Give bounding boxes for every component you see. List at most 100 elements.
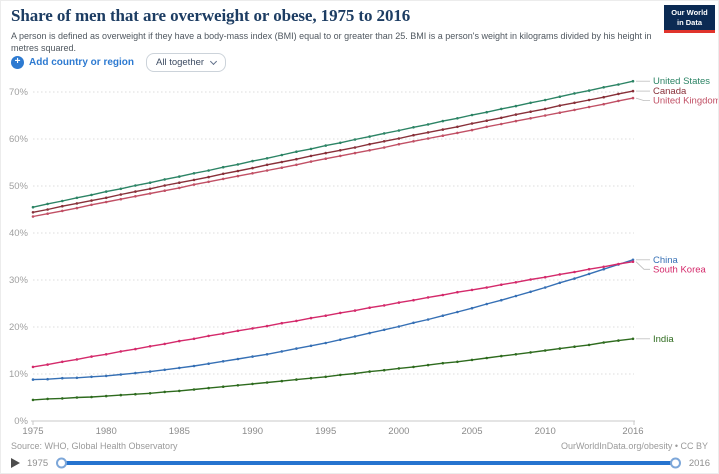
data-point[interactable] bbox=[514, 353, 518, 356]
data-point[interactable] bbox=[178, 339, 181, 343]
data-point[interactable] bbox=[207, 386, 210, 390]
data-point[interactable] bbox=[61, 397, 64, 400]
data-point[interactable] bbox=[558, 104, 562, 107]
data-point[interactable] bbox=[46, 212, 49, 215]
data-point[interactable] bbox=[485, 286, 489, 289]
data-point[interactable] bbox=[61, 209, 64, 213]
data-point[interactable] bbox=[602, 95, 605, 99]
data-point[interactable] bbox=[441, 128, 445, 131]
line-chart[interactable]: 0% 10% 20% 30% 40% 50% 60% 70% 1975 1980 1985 1990 1… bbox=[1, 73, 719, 441]
data-point[interactable] bbox=[178, 366, 181, 370]
data-point[interactable] bbox=[587, 267, 591, 271]
data-point[interactable] bbox=[558, 281, 562, 285]
data-point[interactable] bbox=[90, 375, 93, 379]
timeline-handle-start[interactable] bbox=[56, 457, 68, 469]
data-point[interactable] bbox=[236, 384, 240, 387]
data-point[interactable] bbox=[163, 178, 166, 181]
data-point[interactable] bbox=[104, 196, 108, 200]
data-point[interactable] bbox=[602, 341, 605, 344]
data-point[interactable] bbox=[134, 195, 137, 198]
data-point[interactable] bbox=[280, 166, 284, 169]
data-point[interactable] bbox=[90, 395, 93, 399]
series-label-united-states[interactable]: United States bbox=[653, 76, 710, 87]
data-point[interactable] bbox=[602, 265, 605, 269]
data-point[interactable] bbox=[382, 146, 386, 149]
data-point[interactable] bbox=[207, 362, 210, 366]
data-point[interactable] bbox=[470, 128, 474, 132]
data-point[interactable] bbox=[221, 385, 225, 389]
data-point[interactable] bbox=[119, 193, 123, 196]
data-point[interactable] bbox=[514, 113, 518, 116]
data-point[interactable] bbox=[309, 376, 313, 380]
data-point[interactable] bbox=[104, 190, 108, 193]
data-point[interactable] bbox=[134, 190, 137, 193]
data-point[interactable] bbox=[426, 296, 430, 299]
series-line-united-kingdom[interactable] bbox=[32, 97, 634, 218]
data-point[interactable] bbox=[543, 286, 547, 289]
data-point[interactable] bbox=[61, 199, 64, 203]
data-point[interactable] bbox=[236, 357, 240, 361]
data-point[interactable] bbox=[426, 137, 430, 140]
data-point[interactable] bbox=[192, 337, 196, 341]
data-point[interactable] bbox=[412, 126, 415, 129]
data-point[interactable] bbox=[104, 200, 108, 204]
data-point[interactable] bbox=[148, 392, 152, 395]
data-point[interactable] bbox=[163, 184, 166, 187]
data-point[interactable] bbox=[207, 175, 210, 179]
data-point[interactable] bbox=[470, 113, 474, 117]
data-point[interactable] bbox=[134, 392, 137, 396]
data-point[interactable] bbox=[397, 137, 401, 140]
data-point[interactable] bbox=[500, 283, 503, 286]
data-point[interactable] bbox=[309, 154, 313, 158]
data-point[interactable] bbox=[61, 360, 64, 364]
data-point[interactable] bbox=[514, 281, 518, 284]
data-point[interactable] bbox=[353, 151, 357, 155]
data-point[interactable] bbox=[192, 364, 196, 368]
data-point[interactable] bbox=[514, 104, 518, 108]
data-point[interactable] bbox=[631, 260, 635, 263]
grouping-dropdown[interactable]: All together bbox=[146, 53, 227, 72]
timeline-slider[interactable] bbox=[56, 457, 681, 469]
data-point[interactable] bbox=[573, 101, 576, 105]
data-point[interactable] bbox=[192, 183, 196, 186]
data-point[interactable] bbox=[543, 275, 547, 279]
data-point[interactable] bbox=[236, 169, 240, 173]
data-point[interactable] bbox=[148, 345, 152, 348]
data-point[interactable] bbox=[295, 378, 298, 381]
data-point[interactable] bbox=[602, 86, 605, 89]
data-point[interactable] bbox=[31, 211, 35, 214]
data-point[interactable] bbox=[148, 192, 152, 195]
data-point[interactable] bbox=[500, 122, 503, 126]
data-point[interactable] bbox=[309, 160, 313, 163]
data-point[interactable] bbox=[617, 262, 620, 266]
data-point[interactable] bbox=[617, 339, 620, 342]
data-point[interactable] bbox=[46, 208, 49, 211]
data-point[interactable] bbox=[295, 319, 298, 323]
data-point[interactable] bbox=[353, 138, 357, 141]
data-point[interactable] bbox=[353, 146, 357, 149]
data-point[interactable] bbox=[485, 125, 489, 129]
data-point[interactable] bbox=[500, 354, 503, 358]
data-point[interactable] bbox=[456, 360, 459, 364]
series-line-canada[interactable] bbox=[32, 90, 634, 213]
data-point[interactable] bbox=[573, 270, 576, 274]
data-point[interactable] bbox=[558, 95, 562, 98]
data-point[interactable] bbox=[75, 358, 79, 361]
data-point[interactable] bbox=[397, 142, 401, 146]
data-point[interactable] bbox=[426, 123, 430, 126]
data-point[interactable] bbox=[119, 393, 123, 397]
data-point[interactable] bbox=[61, 204, 64, 208]
data-point[interactable] bbox=[382, 132, 386, 135]
data-point[interactable] bbox=[500, 107, 503, 111]
data-point[interactable] bbox=[280, 379, 284, 383]
data-point[interactable] bbox=[148, 370, 152, 373]
data-point[interactable] bbox=[221, 165, 225, 169]
data-point[interactable] bbox=[119, 187, 123, 191]
data-point[interactable] bbox=[368, 149, 371, 152]
data-point[interactable] bbox=[339, 149, 342, 152]
series-label-china[interactable]: China bbox=[653, 255, 679, 266]
data-point[interactable] bbox=[412, 298, 415, 302]
data-point[interactable] bbox=[324, 314, 328, 317]
data-point[interactable] bbox=[265, 157, 269, 160]
data-point[interactable] bbox=[295, 163, 298, 167]
